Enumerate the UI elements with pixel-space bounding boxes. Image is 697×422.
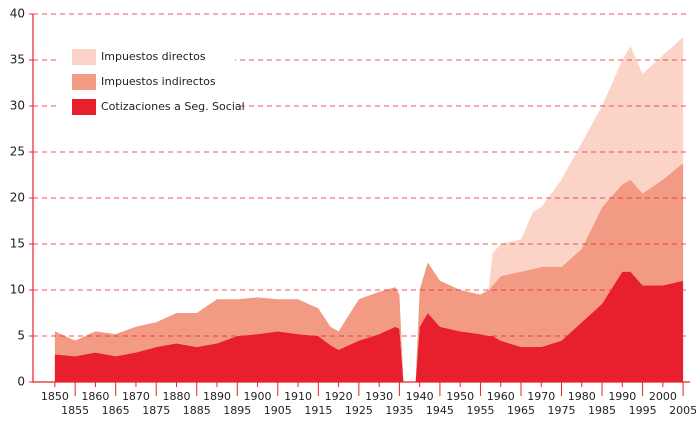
x-tick-label: 1950 [446, 390, 474, 403]
x-tick-label: 1880 [162, 390, 190, 403]
y-tick-label: 25 [10, 145, 25, 159]
x-tick-label: 1955 [466, 404, 494, 417]
x-tick-label: 1885 [183, 404, 211, 417]
x-tick-label: 1990 [608, 390, 636, 403]
x-tick-label: 1970 [527, 390, 555, 403]
x-tick-label: 1870 [122, 390, 150, 403]
x-tick-label: 1985 [588, 404, 616, 417]
x-tick-label: 1855 [61, 404, 89, 417]
legend-label: Impuestos indirectos [101, 75, 216, 88]
legend-swatch [72, 99, 96, 115]
y-tick-label: 15 [10, 237, 25, 251]
legend-label: Impuestos directos [101, 50, 206, 63]
area [54, 271, 684, 382]
x-tick-label: 1865 [102, 404, 130, 417]
x-tick-label: 1925 [345, 404, 373, 417]
x-tick-label: 1960 [487, 390, 515, 403]
x-tick-label: 1910 [284, 390, 312, 403]
x-tick-label: 1940 [406, 390, 434, 403]
x-tick-label: 1965 [507, 404, 535, 417]
x-tick-label: 1920 [325, 390, 353, 403]
x-tick-label: 1900 [244, 390, 272, 403]
y-tick-label: 40 [10, 7, 25, 21]
x-tick-label: 1975 [548, 404, 576, 417]
y-tick-label: 35 [10, 53, 25, 67]
y-tick-label: 20 [10, 191, 25, 205]
x-tick-label: 1850 [41, 390, 69, 403]
area [54, 37, 684, 382]
y-tick-label: 5 [17, 329, 25, 343]
legend-label: Cotizaciones a Seg. Social [101, 100, 245, 113]
x-tick-label: 1915 [304, 404, 332, 417]
x-tick-label: 2005 [669, 404, 697, 417]
y-tick-label: 10 [10, 283, 25, 297]
x-tick-label: 1890 [203, 390, 231, 403]
x-tick-label: 2000 [649, 390, 677, 403]
y-tick-label: 0 [17, 375, 25, 389]
x-tick-label: 1895 [223, 404, 251, 417]
x-tick-label: 1860 [81, 390, 109, 403]
x-tick-label: 1945 [426, 404, 454, 417]
x-tick-label: 1905 [264, 404, 292, 417]
x-tick-label: 1930 [365, 390, 393, 403]
x-tick-label: 1980 [568, 390, 596, 403]
area [54, 163, 684, 382]
x-tick-label: 1995 [629, 404, 657, 417]
y-tick-label: 30 [10, 99, 25, 113]
legend-swatch [72, 49, 96, 65]
legend-swatch [72, 74, 96, 90]
x-tick-label: 1875 [142, 404, 170, 417]
x-tick-label: 1935 [385, 404, 413, 417]
